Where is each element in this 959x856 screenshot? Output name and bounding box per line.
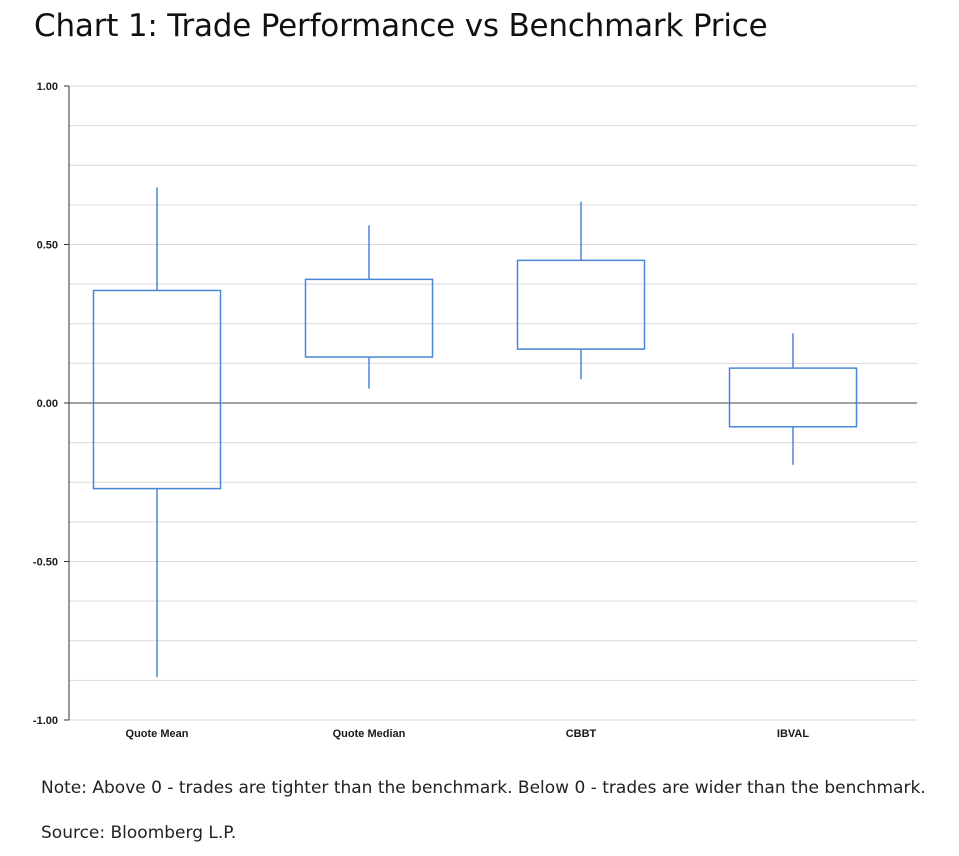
x-tick-label: IBVAL xyxy=(777,728,809,740)
box-rect xyxy=(728,367,858,428)
box-rect xyxy=(304,278,434,358)
box-rect xyxy=(92,289,222,490)
y-tick-label: -0.50 xyxy=(33,557,58,569)
box-plot-chart: 1.000.500.00-0.50-1.00 Quote Mean Quote M… xyxy=(33,81,917,740)
y-tick-label: 0.00 xyxy=(37,398,58,410)
y-axis xyxy=(64,85,917,721)
box-rect xyxy=(516,259,646,350)
x-tick-labels: Quote Mean Quote Median CBBT IBVAL xyxy=(126,728,810,740)
y-tick-label: 1.00 xyxy=(37,81,58,93)
x-tick-label: Quote Mean xyxy=(126,728,189,740)
y-tick-label: 0.50 xyxy=(37,240,58,252)
grid-lines xyxy=(69,85,917,721)
x-tick-label: Quote Median xyxy=(333,728,406,740)
chart-source: Source: Bloomberg L.P. xyxy=(41,823,237,843)
x-tick-label: CBBT xyxy=(566,728,597,740)
box-cbbt xyxy=(516,201,646,380)
chart-title: Chart 1: Trade Performance vs Benchmark … xyxy=(34,8,768,44)
box-quote-median xyxy=(304,225,434,389)
chart-note: Note: Above 0 - trades are tighter than … xyxy=(41,778,926,798)
box-ibval xyxy=(728,333,858,465)
y-tick-label: -1.00 xyxy=(33,715,58,727)
box-series xyxy=(92,187,858,678)
y-tick-labels: 1.00 0.50 0.00 -0.50 -1.00 xyxy=(33,81,58,727)
box-quote-mean xyxy=(92,187,222,678)
